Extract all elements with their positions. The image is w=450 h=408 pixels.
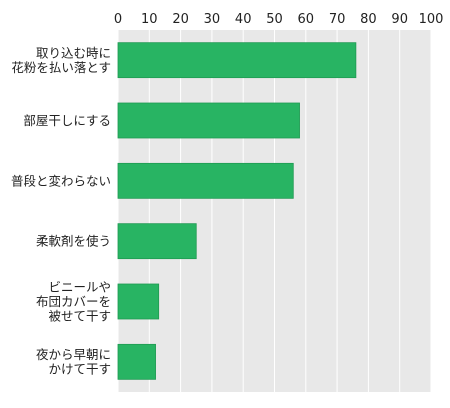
category-label: 普段と変わらない (11, 173, 111, 188)
category-label-line: 取り込む時に (36, 45, 111, 60)
x-tick-label: 70 (329, 12, 346, 27)
x-tick-label: 20 (172, 12, 189, 27)
category-label: 部屋干しにする (23, 113, 111, 128)
category-label: 夜から早朝にかけて干す (36, 347, 111, 377)
bar (117, 42, 357, 79)
x-tick-label: 80 (360, 12, 377, 27)
category-label-line: 普段と変わらない (11, 173, 111, 188)
x-tick-label: 0 (114, 12, 122, 27)
category-label-line: 部屋干しにする (23, 113, 111, 128)
category-label: 柔軟剤を使う (36, 234, 111, 249)
category-label-line: 花粉を払い落とす (11, 60, 111, 75)
category-label-line: ビニールや (48, 280, 111, 295)
category-labels: 取り込む時に花粉を払い落とす部屋干しにする普段と変わらない柔軟剤を使うビニールや… (11, 45, 111, 376)
x-axis-ticks: 0 10 20 30 40 50 60 70 80 90 100 (114, 12, 444, 27)
bars (117, 42, 357, 380)
x-tick-label: 90 (391, 12, 408, 27)
bar (117, 343, 156, 380)
category-label-line: かけて干す (48, 362, 111, 377)
bar (117, 283, 160, 320)
x-tick-label: 40 (235, 12, 252, 27)
bar (117, 162, 294, 199)
category-label-line: 柔軟剤を使う (36, 234, 111, 249)
category-label: ビニールや布団カバーを被せて干す (36, 280, 111, 324)
grid-lines (117, 30, 432, 392)
category-label-line: 被せて干す (48, 309, 111, 324)
x-tick-label: 100 (419, 12, 444, 27)
x-tick-label: 10 (141, 12, 158, 27)
bar (117, 102, 300, 139)
category-label-line: 夜から早朝に (36, 347, 111, 362)
category-label-line: 布団カバーを (36, 294, 111, 309)
x-tick-label: 30 (204, 12, 221, 27)
x-tick-label: 60 (298, 12, 315, 27)
bar (117, 223, 197, 260)
x-tick-label: 50 (266, 12, 283, 27)
category-label: 取り込む時に花粉を払い落とす (11, 45, 111, 74)
